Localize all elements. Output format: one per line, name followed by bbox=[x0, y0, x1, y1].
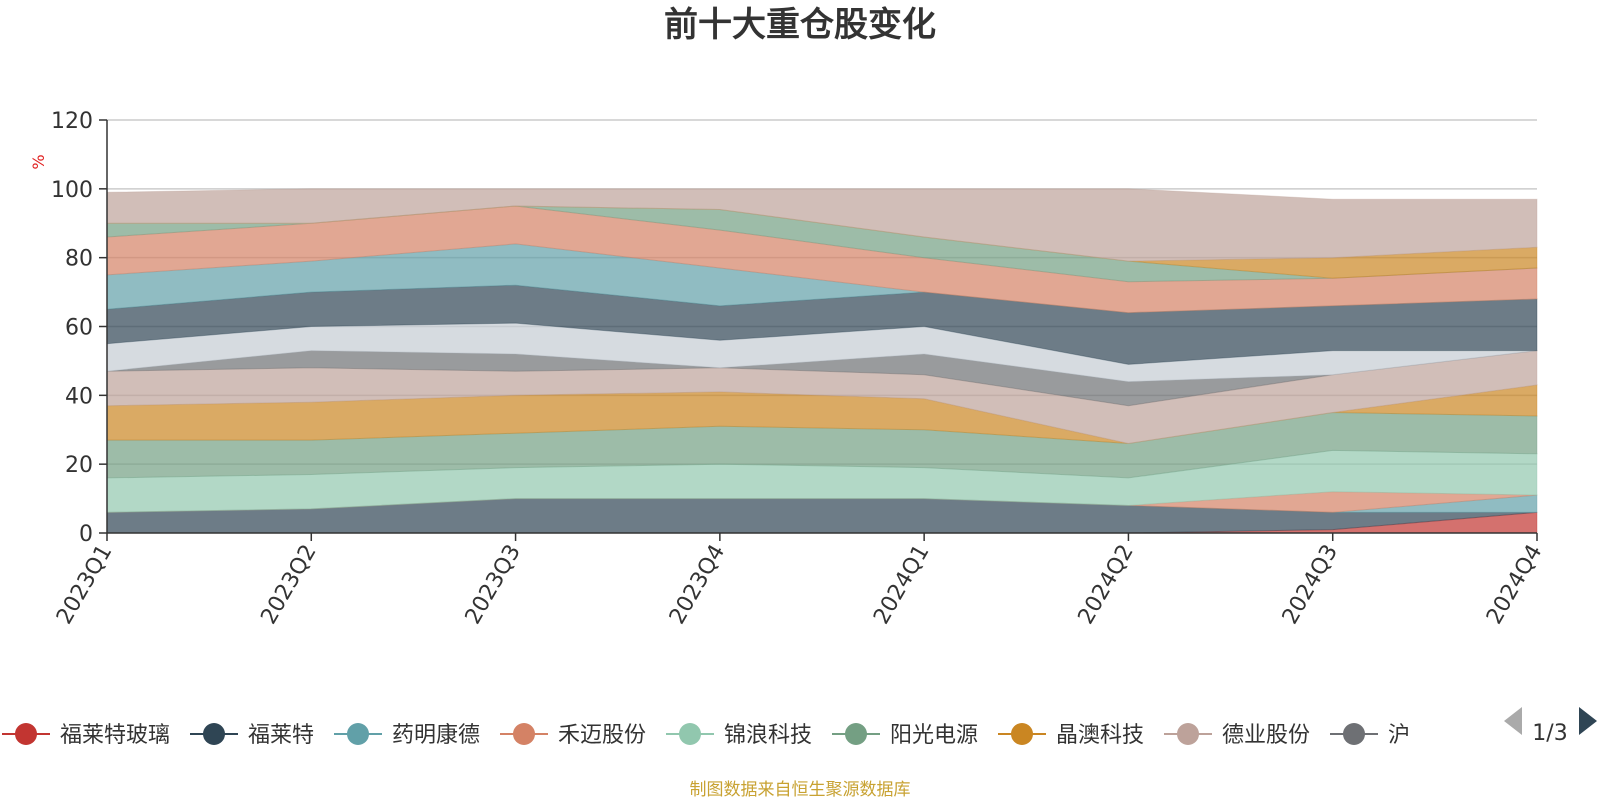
legend-item[interactable]: 福莱特 bbox=[190, 723, 314, 748]
series-area-5 bbox=[106, 411, 1538, 479]
y-tick-label: 80 bbox=[65, 247, 93, 272]
legend-label: 晶澳科技 bbox=[1056, 723, 1144, 748]
legend-item[interactable]: 药明康德 bbox=[334, 723, 480, 748]
x-tick-label: 2024Q1 bbox=[869, 541, 934, 629]
legend-label: 福莱特玻璃 bbox=[60, 723, 170, 748]
x-tick-label: 2023Q3 bbox=[461, 541, 526, 629]
legend-page-indicator: 1/3 bbox=[1532, 721, 1567, 746]
legend-label: 锦浪科技 bbox=[724, 723, 812, 748]
legend-label: 药明康德 bbox=[392, 723, 480, 748]
series-area-15 bbox=[106, 188, 1538, 262]
legend-dot-marker bbox=[15, 723, 37, 745]
legend-pager: 1/3 bbox=[1504, 707, 1597, 746]
legend-label: 沪 bbox=[1388, 723, 1410, 748]
triangle-right-icon[interactable] bbox=[1579, 707, 1597, 735]
legend-dot-marker bbox=[845, 723, 867, 745]
x-tick-label: 2024Q4 bbox=[1482, 541, 1547, 629]
x-tick-label: 2023Q4 bbox=[665, 541, 730, 629]
series-area-9 bbox=[106, 322, 1538, 383]
y-tick-label: 120 bbox=[51, 109, 93, 134]
legend-dot-marker bbox=[513, 723, 535, 745]
data-source-note: 制图数据来自恒生聚源数据库 bbox=[690, 780, 911, 800]
y-tick-label: 60 bbox=[65, 316, 93, 341]
legend-dot-marker bbox=[679, 723, 701, 745]
legend-label: 阳光电源 bbox=[890, 723, 978, 748]
series-area-10 bbox=[106, 284, 1538, 365]
legend-label: 禾迈股份 bbox=[558, 723, 646, 748]
legend-dot-marker bbox=[1343, 723, 1365, 745]
stacked-areas bbox=[106, 188, 1538, 534]
y-axis-unit: % bbox=[29, 154, 48, 169]
x-tick-label: 2024Q2 bbox=[1074, 541, 1139, 629]
legend-item[interactable]: 阳光电源 bbox=[832, 723, 978, 748]
x-tick-label: 2023Q2 bbox=[256, 541, 321, 629]
y-tick-label: 0 bbox=[79, 522, 93, 547]
legend-item[interactable]: 禾迈股份 bbox=[500, 723, 646, 748]
legend-item[interactable]: 德业股份 bbox=[1164, 723, 1310, 748]
legend-dot-marker bbox=[1177, 723, 1199, 745]
legend-dot-marker bbox=[347, 723, 369, 745]
x-tick-label: 2023Q1 bbox=[52, 541, 117, 629]
x-tick-label: 2024Q3 bbox=[1278, 541, 1343, 629]
legend-label: 福莱特 bbox=[248, 723, 314, 748]
y-tick-label: 100 bbox=[51, 178, 93, 203]
legend-label: 德业股份 bbox=[1222, 723, 1310, 748]
legend-item[interactable]: 福莱特玻璃 bbox=[2, 723, 170, 748]
legend-dot-marker bbox=[1011, 723, 1033, 745]
y-tick-label: 20 bbox=[65, 453, 93, 478]
triangle-left-icon[interactable] bbox=[1504, 707, 1522, 735]
legend: 福莱特玻璃 福莱特 药明康德 禾迈股份 锦浪科技 阳光电源 晶澳科技 德业股份 沪 bbox=[2, 723, 1410, 748]
legend-item[interactable]: 沪 bbox=[1330, 723, 1410, 748]
legend-item[interactable]: 锦浪科技 bbox=[666, 723, 812, 748]
legend-dot-marker bbox=[203, 723, 225, 745]
y-tick-label: 40 bbox=[65, 384, 93, 409]
legend-item[interactable]: 晶澳科技 bbox=[998, 723, 1144, 748]
chart-title: 前十大重仓股变化 bbox=[664, 5, 936, 45]
